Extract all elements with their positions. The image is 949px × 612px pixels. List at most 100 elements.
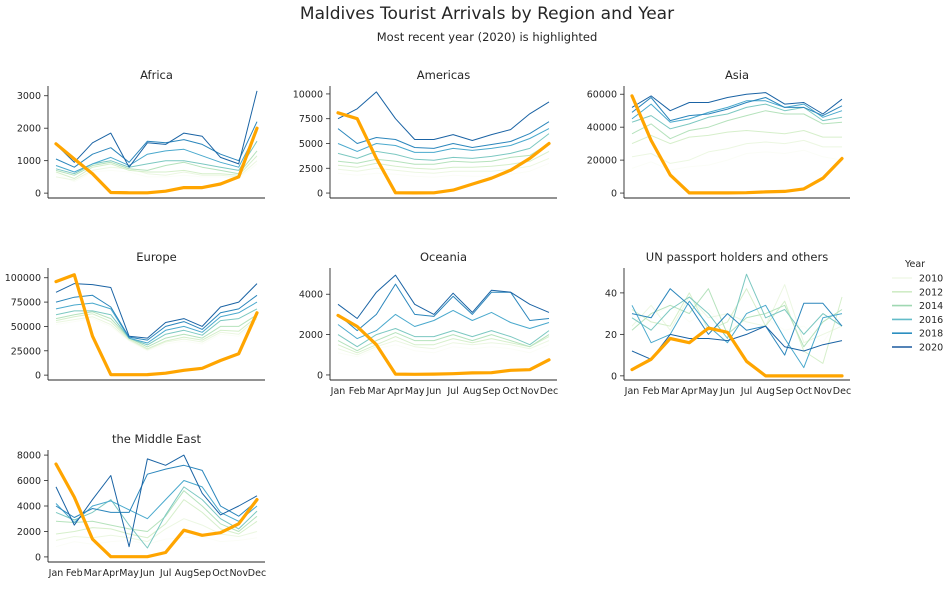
y-tick-label: 6000 [17, 476, 41, 487]
panel-africa: Africa 0 1000 2000 3000 [17, 68, 265, 200]
x-tick-label: Oct [796, 386, 813, 397]
figure-title: Maldives Tourist Arrivals by Region and … [299, 4, 675, 24]
y-tick-label: 2000 [17, 527, 41, 538]
series-line [631, 110, 843, 140]
series-line [337, 283, 550, 332]
series-line [631, 284, 843, 344]
y-tick-label: 100000 [5, 273, 41, 284]
x-tick-label: Mar [367, 386, 385, 397]
series-line [55, 480, 258, 523]
y-tick-label: 25000 [11, 346, 41, 357]
y-tick-label: 20 [605, 330, 617, 341]
series-line [55, 318, 258, 352]
series-line [631, 97, 843, 122]
series-line [631, 288, 843, 356]
series-line [55, 454, 258, 548]
highlight-line-2020 [54, 462, 259, 559]
y-tick-label: 40 [605, 288, 617, 299]
series-line [337, 340, 550, 356]
x-tick-label: Oct [212, 568, 229, 579]
series-line [337, 328, 550, 348]
highlight-line-2020 [336, 313, 551, 376]
panel-title: Europe [136, 250, 176, 264]
series-line [337, 309, 550, 340]
series-line [55, 486, 258, 549]
highlight-line-2020 [54, 126, 259, 195]
legend-label: 2020 [919, 343, 943, 354]
series-line [55, 163, 258, 183]
series-line [55, 131, 258, 173]
series-line [337, 143, 550, 165]
y-tick-label: 0 [35, 552, 41, 563]
x-tick-label: Dec [540, 386, 558, 397]
series-line [337, 121, 550, 149]
x-tick-label: Jul [446, 386, 458, 397]
highlight-line-2020 [630, 326, 844, 378]
legend-label: 2018 [919, 329, 943, 340]
panel-oceania: Oceania 0 2000 4000 Jan Feb Mar Apr May Jun Jul Aug… [299, 250, 558, 397]
x-tick-label: Nov [521, 386, 540, 397]
y-tick-label: 5000 [299, 139, 323, 150]
x-tick-label: Dec [833, 386, 851, 397]
x-tick-label: Dec [248, 568, 266, 579]
x-tick-label: Mar [661, 386, 679, 397]
y-tick-label: 50000 [11, 322, 41, 333]
series-line [631, 139, 842, 164]
x-tick-label: Jun [425, 386, 441, 397]
legend-label: 2014 [919, 301, 943, 312]
series-line [631, 288, 843, 348]
x-tick-label: Mar [84, 568, 102, 579]
series-line [631, 103, 843, 130]
series-line [337, 128, 550, 153]
panel-title: Africa [140, 68, 173, 82]
y-tick-label: 10000 [293, 89, 323, 100]
y-tick-label: 0 [317, 189, 323, 200]
series-line [337, 336, 550, 354]
series-line [337, 344, 550, 358]
x-tick-label: May [405, 386, 425, 397]
y-tick-label: 8000 [17, 451, 41, 462]
legend-title: Year [904, 259, 925, 270]
y-tick-label: 2000 [17, 124, 41, 135]
x-tick-label: Sep [193, 568, 211, 579]
series-line [631, 100, 843, 123]
y-tick-label: 0 [35, 189, 41, 200]
panel-title: Asia [725, 68, 749, 82]
series-line [55, 313, 258, 350]
x-tick-label: Aug [463, 386, 482, 397]
series-line [55, 490, 258, 532]
x-tick-label: Jan [48, 568, 64, 579]
highlight-line-2020 [630, 94, 844, 195]
legend: Year 2010 2012 2014 2016 2018 2020 [892, 259, 943, 354]
series-line [55, 283, 258, 339]
y-tick-label: 4000 [299, 290, 323, 301]
series-line [55, 308, 258, 346]
panel-title: Oceania [420, 250, 467, 264]
y-tick-label: 20000 [587, 156, 617, 167]
y-tick-label: 0 [317, 370, 323, 381]
legend-label: 2010 [919, 274, 943, 285]
x-tick-label: Nov [229, 568, 248, 579]
series-line [55, 311, 258, 348]
y-tick-label: 0 [611, 371, 617, 382]
y-tick-label: 60000 [587, 90, 617, 101]
highlight-line-2020 [336, 111, 551, 195]
x-tick-label: May [699, 386, 719, 397]
panel-title: Americas [417, 68, 470, 82]
series-line [631, 130, 842, 145]
panel-title: UN passport holders and others [646, 250, 828, 264]
series-line [55, 121, 258, 168]
x-tick-label: Jun [139, 568, 155, 579]
series-line [631, 300, 843, 369]
y-tick-label: 0 [611, 189, 617, 200]
series-line [55, 301, 258, 344]
panel-title: the Middle East [112, 432, 201, 446]
x-tick-label: Apr [387, 386, 404, 397]
legend-label: 2012 [919, 287, 943, 298]
highlight-line-2020 [54, 273, 259, 377]
panel-un-passport-holders-and-others: UN passport holders and others 0 20 40 Jan Fe… [605, 250, 851, 397]
x-tick-label: Feb [349, 386, 366, 397]
panel-europe: Europe 0 25000 50000 75000 100000 [5, 250, 265, 382]
series-line [337, 150, 550, 170]
series-line [55, 90, 258, 168]
